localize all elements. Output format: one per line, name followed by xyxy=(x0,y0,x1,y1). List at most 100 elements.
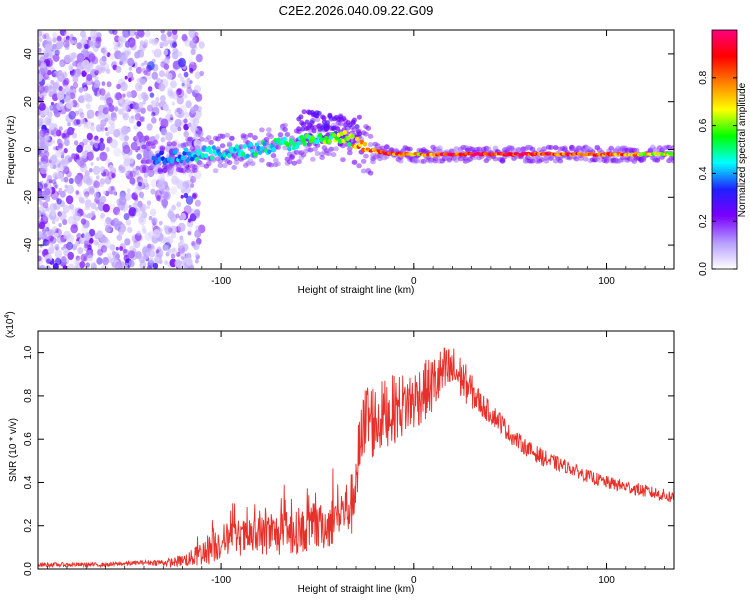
noise-blob xyxy=(118,98,123,104)
noise-blob xyxy=(170,80,177,89)
noise-blob xyxy=(180,194,184,199)
halo-blob xyxy=(231,165,237,170)
noise-blob xyxy=(151,106,160,116)
noise-blob xyxy=(47,209,51,214)
noise-blob xyxy=(121,55,127,63)
noise-blob xyxy=(88,36,92,41)
noise-blob xyxy=(96,241,100,246)
noise-blob xyxy=(68,157,73,163)
noise-blob xyxy=(45,195,51,202)
noise-blob xyxy=(86,73,93,82)
noise-blob xyxy=(42,91,48,97)
ridge-blob xyxy=(342,130,347,135)
noise-blob xyxy=(95,124,103,133)
y-tick-label: 1.0 xyxy=(23,345,34,359)
plume-blob xyxy=(314,113,320,119)
colorbar-label: Normalized spectral amplitude xyxy=(737,82,748,217)
noise-blob xyxy=(171,30,178,35)
noise-blob xyxy=(82,213,87,218)
colorbar-bar xyxy=(711,29,738,270)
noise-blob xyxy=(194,93,203,102)
noise-blob xyxy=(92,165,101,175)
noise-blob xyxy=(72,82,79,89)
noise-blob xyxy=(52,43,57,50)
halo-blob xyxy=(328,146,335,152)
plume-blob xyxy=(296,126,302,132)
noise-blob xyxy=(125,258,129,264)
noise-blob xyxy=(54,184,59,189)
noise-blob xyxy=(38,30,43,38)
noise-blob xyxy=(161,198,169,208)
halo-blob xyxy=(351,160,358,165)
noise-blob xyxy=(102,107,109,115)
noise-blob xyxy=(38,212,41,218)
plume-blob xyxy=(341,116,347,121)
noise-blob xyxy=(74,140,79,146)
noise-blob xyxy=(136,78,141,83)
noise-blob xyxy=(132,102,139,110)
noise-blob xyxy=(164,131,173,142)
plume-blob xyxy=(299,120,305,126)
noise-blob xyxy=(65,99,74,110)
noise-blob xyxy=(42,228,47,234)
noise-blob xyxy=(164,260,169,265)
noise-blob xyxy=(38,91,41,97)
noise-blob xyxy=(67,251,74,260)
halo-blob xyxy=(206,135,212,141)
noise-blob xyxy=(158,70,165,78)
spectrogram-x-label: Height of straight line (km) xyxy=(298,285,415,296)
x-tick-label: 0 xyxy=(411,276,417,287)
noise-blob xyxy=(183,205,192,215)
halo-blob xyxy=(270,153,277,159)
noise-blob xyxy=(47,69,52,76)
noise-blob xyxy=(84,43,89,49)
noise-blob xyxy=(38,118,44,126)
halo-blob xyxy=(219,143,226,149)
noise-blob xyxy=(135,82,143,92)
noise-blob xyxy=(86,109,95,119)
noise-blob xyxy=(97,112,103,119)
noise-blob xyxy=(84,193,89,200)
noise-blob xyxy=(129,103,134,109)
noise-blob xyxy=(183,118,188,124)
plume-blob xyxy=(354,124,360,130)
noise-blob xyxy=(95,70,99,74)
noise-blob xyxy=(38,42,41,48)
noise-blob xyxy=(158,259,163,265)
noise-blob xyxy=(108,185,116,195)
noise-blob xyxy=(159,41,165,48)
noise-blob xyxy=(168,227,173,233)
noise-blob xyxy=(122,112,127,118)
noise-blob xyxy=(118,108,124,115)
noise-blob xyxy=(52,37,57,43)
noise-blob xyxy=(64,139,70,147)
noise-blob xyxy=(147,247,152,253)
noise-blob xyxy=(78,87,84,93)
noise-blob xyxy=(102,257,109,266)
noise-blob xyxy=(119,224,127,233)
plume-blob xyxy=(327,112,333,118)
ridge-blob xyxy=(248,142,253,147)
plume-blob xyxy=(298,114,304,120)
halo-blob xyxy=(557,158,564,164)
halo-blob xyxy=(145,159,152,165)
noise-blob xyxy=(77,247,84,255)
noise-blob xyxy=(76,159,80,165)
noise-blob xyxy=(166,108,172,115)
noise-blob xyxy=(59,61,65,68)
noise-blob xyxy=(102,50,109,57)
noise-blob xyxy=(85,93,93,103)
noise-blob xyxy=(127,71,134,79)
halo-blob xyxy=(397,158,404,164)
halo-blob xyxy=(446,157,453,163)
ridge-blob xyxy=(194,156,199,162)
noise-blob xyxy=(177,222,186,232)
ridge-blob xyxy=(296,140,301,146)
noise-blob xyxy=(137,146,141,151)
noise-blob xyxy=(160,118,169,129)
noise-blob xyxy=(134,200,139,205)
noise-blob xyxy=(123,213,130,221)
halo-blob xyxy=(654,157,661,163)
noise-blob xyxy=(113,45,119,51)
